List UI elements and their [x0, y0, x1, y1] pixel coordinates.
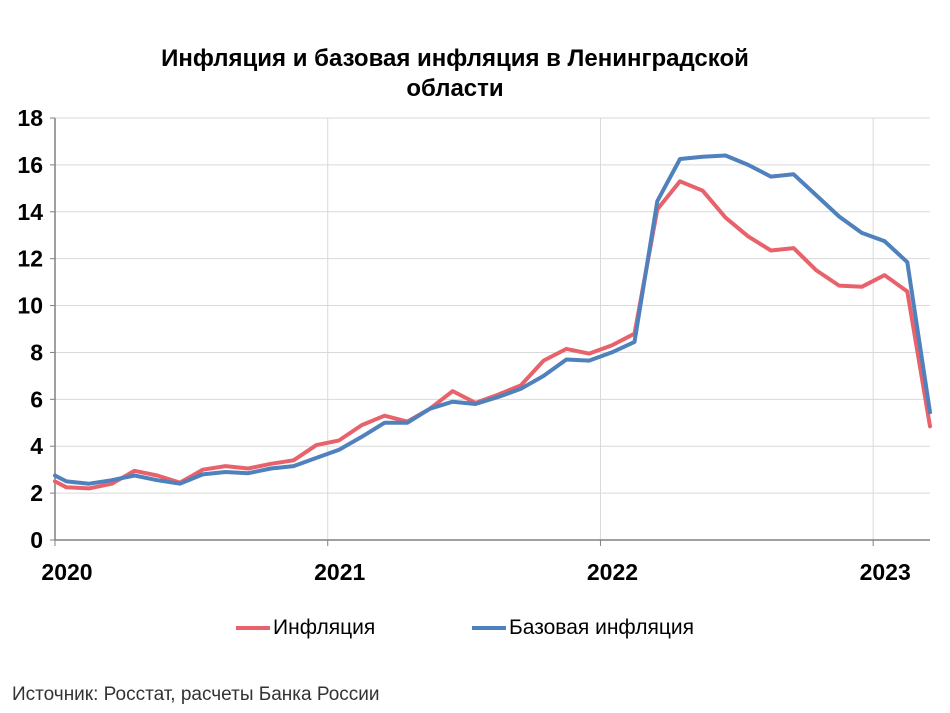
y-tick-label: 16	[17, 152, 43, 178]
series-lines	[53, 153, 932, 491]
legend-swatch-inflation	[236, 626, 270, 630]
series-line-core-inflation	[53, 153, 932, 486]
chart-title-line-2: области	[406, 75, 504, 102]
y-tick-label: 4	[30, 433, 43, 459]
y-tick-label: 8	[30, 339, 43, 365]
gridlines	[55, 117, 930, 540]
y-tick-label: 0	[30, 527, 43, 553]
legend-item-inflation: Инфляция	[236, 616, 375, 640]
legend-item-core-inflation: Базовая инфляция	[472, 616, 694, 640]
x-tick-label: 2021	[314, 559, 365, 585]
chart-title: Инфляция и базовая инфляция в Ленинградс…	[0, 44, 910, 104]
legend-label-inflation: Инфляция	[273, 616, 376, 639]
series-line-inflation	[53, 179, 932, 491]
tick-labels: 0 2 4 6 8 10 12 14 16 18 2020 2021 2022 2023	[17, 105, 910, 585]
y-tick-label: 2	[30, 480, 43, 506]
source-note: Источник: Росстат, расчеты Банка России	[12, 684, 380, 705]
legend: Инфляция Базовая инфляция	[0, 616, 950, 646]
axes	[50, 117, 930, 546]
x-tick-label: 2022	[587, 559, 638, 585]
x-tick-label: 2020	[41, 559, 92, 585]
y-tick-label: 10	[17, 293, 43, 319]
y-tick-label: 12	[17, 246, 43, 272]
x-tick-label: 2023	[860, 559, 911, 585]
legend-label-core-inflation: Базовая инфляция	[509, 616, 695, 639]
chart-title-line-1: Инфляция и базовая инфляция в Ленинградс…	[161, 45, 749, 72]
y-tick-label: 14	[17, 199, 43, 225]
y-tick-label: 18	[17, 105, 43, 131]
y-tick-label: 6	[30, 386, 43, 412]
legend-swatch-core-inflation	[472, 626, 506, 630]
